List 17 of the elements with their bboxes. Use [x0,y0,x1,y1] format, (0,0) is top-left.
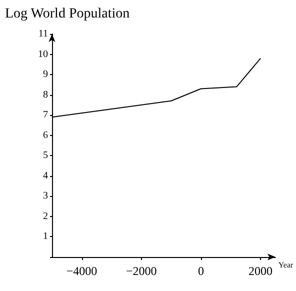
y-tick-label: 9 [43,69,48,80]
x-tick-label: 0 [198,264,204,278]
y-tick-label: 2 [43,210,48,222]
chart-title: Log World Population [5,6,130,22]
y-tick-label: 8 [43,89,48,100]
y-tick-label: 11 [38,28,48,40]
y-tick-label: 5 [43,150,48,162]
x-tick-label: 2000 [248,264,273,278]
y-tick-label: 1 [43,231,48,242]
x-tick-label: −4000 [66,264,98,278]
y-tick-label: 4 [43,170,48,182]
y-tick-label: 7 [43,110,48,121]
x-axis-title: Year [278,260,294,270]
y-tick-label: 10 [38,48,48,60]
y-tick-label: 3 [43,190,48,202]
y-tick-label: 6 [43,130,48,141]
x-tick-label: −2000 [126,264,157,278]
